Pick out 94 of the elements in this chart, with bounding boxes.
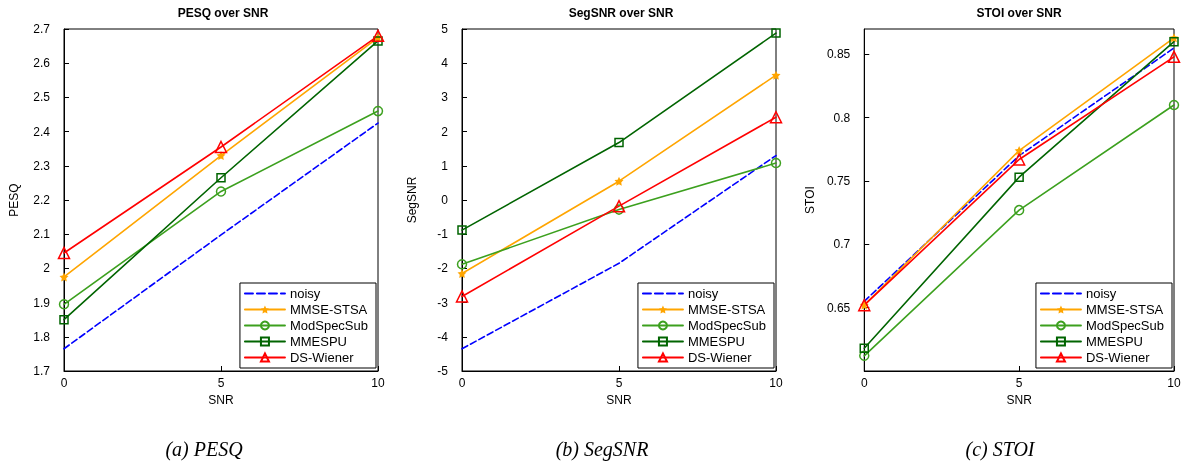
point (769, 110, 783, 124)
y-tick-label: -3 (437, 295, 449, 310)
point (1012, 153, 1026, 166)
y-tick-label: 1.8 (33, 329, 51, 344)
point (1169, 36, 1179, 47)
y-tick-label: 0.8 (833, 110, 851, 125)
point (771, 28, 781, 38)
y-tick-label: -1 (437, 227, 449, 242)
y-tick-label: 1 (441, 158, 449, 173)
y-tick-label: 2.7 (33, 22, 51, 36)
y-tick-label: 3 (441, 90, 449, 105)
y-tick-label: 2 (441, 124, 449, 139)
point (859, 350, 870, 362)
x-axis-title: SNR (606, 392, 632, 407)
x-tick-label: 5 (615, 376, 623, 390)
point (1167, 50, 1181, 64)
y-tick-label: 0.75 (826, 174, 851, 188)
y-tick-label: 2.4 (33, 124, 51, 139)
point (612, 199, 626, 213)
y-tick-label: 0.65 (826, 300, 851, 315)
legend-label: MMESPU (1085, 334, 1144, 349)
y-tick-label: -4 (437, 329, 449, 344)
x-tick-label: 10 (371, 376, 385, 390)
y-tick-label: 0.85 (826, 47, 851, 62)
text: (b) SegSNR (555, 438, 649, 461)
y-tick-label: 0.7 (833, 237, 851, 252)
legend-label: noisy (1085, 286, 1117, 301)
point (216, 173, 226, 183)
x-tick-label: 0 (458, 376, 466, 390)
legend-label: DS-Wiener (1085, 350, 1151, 365)
y-tick-label: -2 (437, 261, 449, 276)
chart-title: SegSNR over SNR (568, 6, 674, 20)
text: (a) PESQ (165, 438, 244, 461)
point (455, 290, 469, 303)
legend-label: MMSE-STSA (1085, 302, 1164, 317)
y-tick-label: 2.3 (33, 158, 51, 173)
point (614, 137, 624, 148)
legend-label: MMSE-STSA (289, 302, 368, 317)
text: (c) STOI (965, 438, 1036, 461)
y-tick-label: 4 (441, 56, 449, 71)
legend-label: DS-Wiener (687, 350, 753, 365)
point (59, 272, 69, 282)
y-axis-title: SegSNR (405, 176, 419, 224)
point (613, 204, 625, 215)
legend-label: MMESPU (687, 334, 746, 349)
x-tick-label: 0 (60, 376, 68, 390)
y-axis-title: STOI (803, 186, 817, 214)
point (372, 105, 384, 117)
point (1014, 146, 1024, 156)
x-tick-label: 10 (769, 376, 783, 390)
legend-label: MMSE-STSA (687, 302, 766, 317)
chart-title: STOI over SNR (976, 6, 1062, 20)
legend-label: noisy (289, 286, 321, 301)
legend-label: MMESPU (289, 334, 348, 349)
point (859, 343, 870, 353)
x-tick-label: 0 (860, 376, 868, 390)
x-tick-label: 10 (1167, 376, 1181, 390)
y-axis-title: PESQ (7, 183, 21, 217)
point (457, 269, 467, 279)
point (456, 259, 468, 270)
y-tick-label: 2.2 (33, 193, 51, 207)
point (214, 140, 228, 154)
x-axis-title: SNR (1006, 392, 1033, 407)
x-tick-label: 5 (1015, 376, 1023, 390)
y-tick-label: 5 (441, 22, 449, 36)
x-axis-title: SNR (208, 392, 234, 407)
x-tick-label: 5 (217, 376, 225, 390)
point (215, 186, 227, 197)
legend-label: ModSpecSub (687, 318, 767, 333)
y-tick-label: 1.9 (33, 295, 51, 310)
point (371, 29, 385, 43)
point (770, 157, 782, 169)
point (1014, 172, 1024, 182)
point (58, 299, 70, 310)
chart-title: PESQ over SNR (177, 6, 269, 20)
point (59, 314, 69, 325)
y-tick-label: 1.7 (33, 364, 51, 378)
point (1013, 204, 1025, 216)
legend-label: ModSpecSub (1085, 318, 1165, 333)
legend-label: noisy (687, 286, 719, 301)
y-tick-label: 2.6 (33, 56, 51, 71)
y-tick-label: 2.5 (33, 90, 51, 105)
legend-label: DS-Wiener (289, 350, 355, 365)
y-tick-label: 0 (441, 193, 449, 207)
legend-label: ModSpecSub (289, 318, 369, 333)
point (57, 246, 71, 260)
y-tick-label: -5 (437, 364, 449, 378)
y-tick-label: 2.1 (33, 227, 51, 242)
point (1168, 99, 1180, 111)
y-tick-label: 2 (43, 261, 51, 276)
point (771, 70, 781, 80)
point (614, 176, 624, 186)
point (457, 225, 467, 235)
point (216, 151, 226, 161)
